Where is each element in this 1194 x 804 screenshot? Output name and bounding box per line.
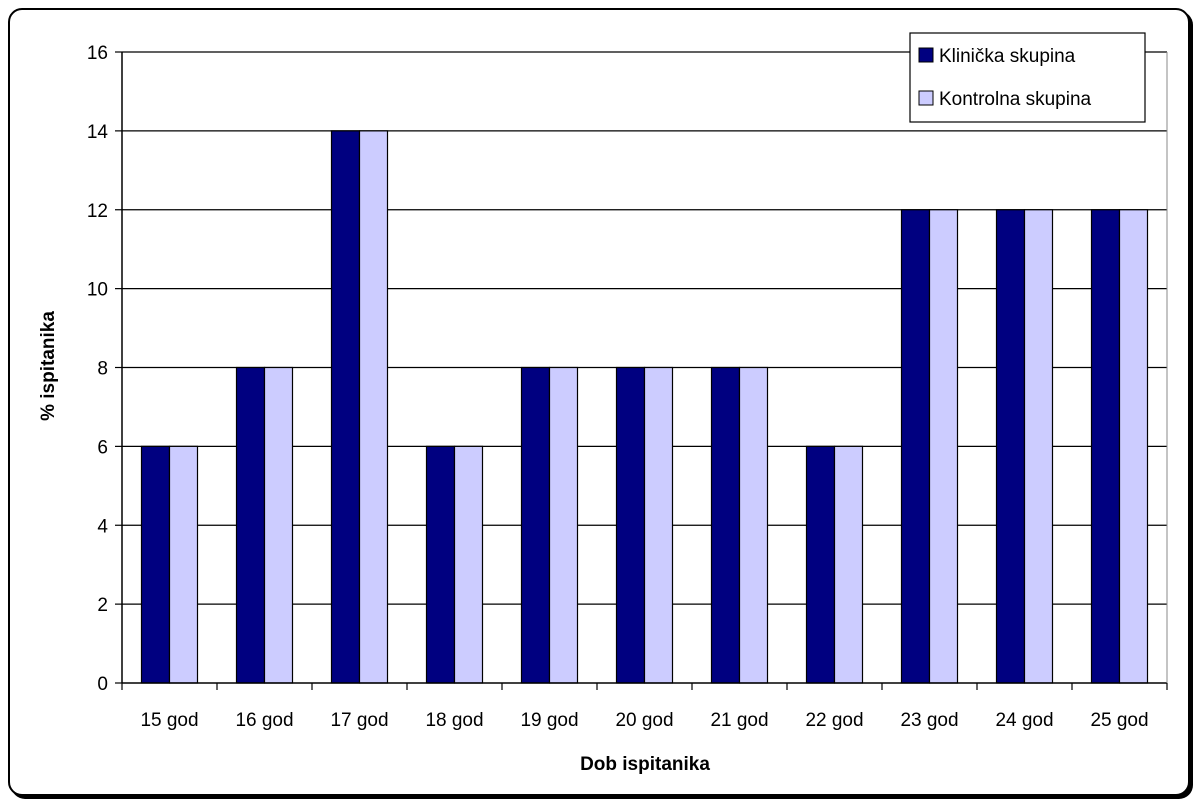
bar-klinicka [1090, 209, 1121, 684]
bar-kontrolna [1118, 209, 1149, 684]
axes: 0 2 4 6 8 10 12 14 16 15 god 16 god 17 god 18 god 19 … [87, 43, 1168, 731]
bar-klinicka [330, 130, 361, 684]
chart-frame [8, 8, 1190, 796]
bar-kontrolna [548, 366, 579, 684]
bar-kontrolna [833, 445, 864, 684]
legend-swatch-kontrolna [918, 90, 934, 106]
x-tick-label: 17 god [330, 710, 388, 731]
y-tick-label: 10 [87, 280, 108, 301]
x-tick-label: 22 god [805, 710, 863, 731]
x-axis-title: Dob ispitanika [580, 754, 710, 775]
x-tick-label: 20 god [615, 710, 673, 731]
x-tick-label: 24 god [995, 710, 1053, 731]
x-tick-label: 23 god [900, 710, 958, 731]
bar-klinicka [140, 445, 171, 684]
x-tick-label: 19 god [520, 710, 578, 731]
legend-box [909, 32, 1146, 123]
bar-klinicka [520, 366, 551, 684]
bar-kontrolna [358, 130, 389, 684]
bar-kontrolna [643, 366, 674, 684]
bar-klinicka [615, 366, 646, 684]
bar-kontrolna [168, 445, 199, 684]
bars [140, 130, 1149, 684]
legend-swatch-klinicka [918, 47, 934, 63]
y-tick-label: 12 [87, 201, 108, 222]
y-tick-label: 6 [97, 437, 108, 458]
bar-kontrolna [738, 366, 769, 684]
y-tick-label: 2 [97, 595, 108, 616]
legend: Klinička skupina Kontrolna skupina [909, 32, 1146, 123]
bar-klinicka [710, 366, 741, 684]
y-tick-label: 8 [97, 359, 108, 380]
bar-kontrolna [1023, 209, 1054, 684]
bar-klinicka [805, 445, 836, 684]
legend-label-kontrolna: Kontrolna skupina [939, 89, 1092, 110]
y-tick-label: 4 [97, 516, 108, 537]
x-tick-label: 15 god [140, 710, 198, 731]
bar-klinicka [235, 366, 266, 684]
bar-kontrolna [453, 445, 484, 684]
bar-kontrolna [263, 366, 294, 684]
y-axis-title: % ispitanika [38, 311, 59, 421]
y-tick-label: 0 [97, 674, 108, 695]
bar-kontrolna [928, 209, 959, 684]
x-tick-label: 16 god [235, 710, 293, 731]
x-tick-label: 25 god [1090, 710, 1148, 731]
bar-klinicka [425, 445, 456, 684]
gridlines [122, 51, 1167, 605]
x-tick-label: 18 god [425, 710, 483, 731]
bar-klinicka [995, 209, 1026, 684]
legend-label-klinicka: Klinička skupina [939, 46, 1076, 67]
y-tick-label: 16 [87, 43, 108, 64]
bar-klinicka [900, 209, 931, 684]
y-tick-label: 14 [87, 122, 109, 143]
x-tick-label: 21 god [710, 710, 768, 731]
